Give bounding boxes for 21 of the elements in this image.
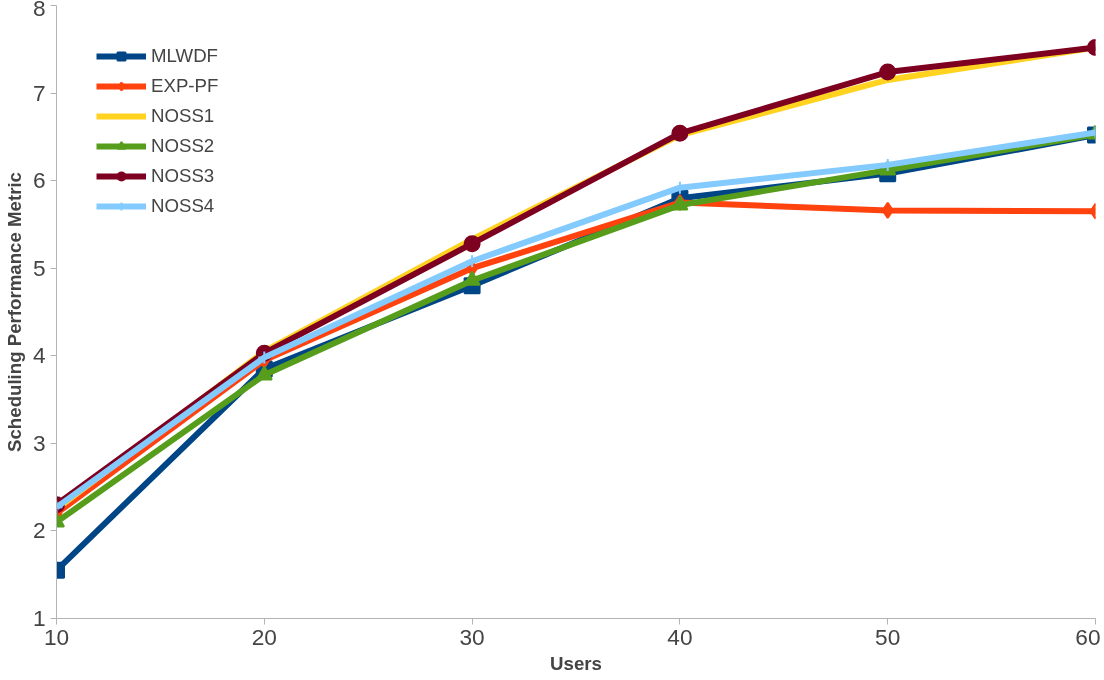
y-tick-label: 6 (32, 167, 46, 194)
legend-label: NOSS2 (151, 135, 215, 157)
y-axis-title: Scheduling Performance Metric (3, 172, 25, 452)
y-tick-label: 4 (32, 342, 46, 369)
y-tick-label: 2 (32, 517, 46, 544)
y-tick-label: 3 (32, 429, 46, 456)
legend-label: MLWDF (151, 45, 219, 67)
x-axis-title: Users (550, 652, 602, 674)
x-tick-label: 20 (251, 623, 277, 650)
y-tick-label: 8 (32, 0, 46, 21)
legend-label: EXP-PF (151, 75, 219, 97)
x-tick-label: 60 (1075, 623, 1101, 650)
legend-label: NOSS4 (151, 195, 215, 217)
legend-label: NOSS3 (151, 165, 215, 187)
x-tick-label: 50 (875, 623, 901, 650)
y-tick-label: 1 (32, 605, 46, 631)
x-tick-label: 40 (667, 623, 693, 650)
x-tick-label: 30 (459, 623, 485, 650)
y-tick-label: 5 (32, 254, 46, 281)
y-tick-label: 7 (32, 79, 46, 106)
legend-label: NOSS1 (151, 105, 215, 127)
